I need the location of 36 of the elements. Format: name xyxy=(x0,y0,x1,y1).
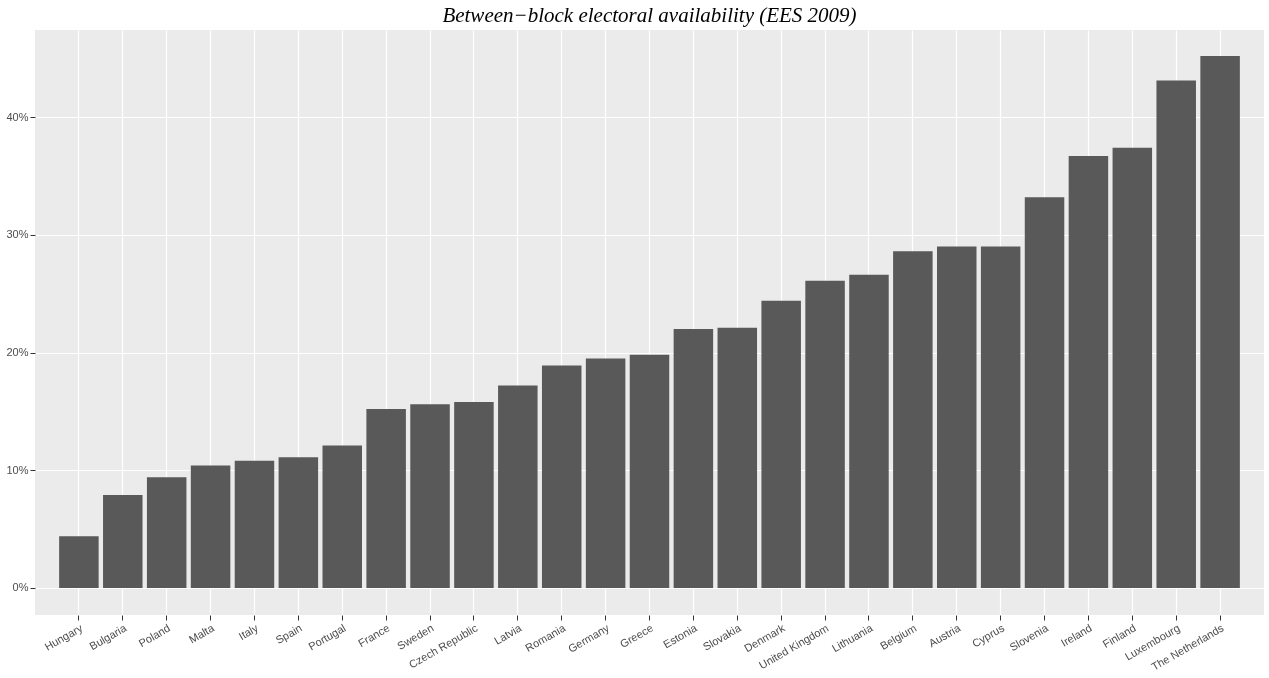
bar xyxy=(980,246,1021,588)
bar xyxy=(1024,197,1065,588)
bar xyxy=(278,457,319,588)
bar xyxy=(629,354,670,588)
bar xyxy=(717,327,758,588)
bar xyxy=(893,251,933,588)
bar xyxy=(1068,155,1109,588)
y-tick-label: 40% xyxy=(6,110,29,123)
bar xyxy=(1156,80,1196,588)
bar xyxy=(366,409,406,588)
bar xyxy=(322,445,362,588)
bar xyxy=(410,404,450,588)
bar xyxy=(673,328,714,588)
bar xyxy=(454,401,494,588)
bar xyxy=(585,358,626,588)
bar xyxy=(541,365,582,588)
bar xyxy=(103,494,143,588)
bar xyxy=(234,460,275,588)
bar xyxy=(937,246,977,588)
bar xyxy=(849,274,889,588)
bar xyxy=(1200,55,1240,588)
y-tick-label: 10% xyxy=(6,463,29,476)
bar xyxy=(146,477,187,588)
bar xyxy=(59,536,99,588)
x-tick-label: Spain xyxy=(273,621,304,647)
y-tick-label: 30% xyxy=(6,228,29,241)
bar xyxy=(1112,147,1153,588)
bar xyxy=(498,385,538,588)
x-tick-label: Malta xyxy=(186,621,217,646)
bar xyxy=(805,280,845,588)
chart-title: Between−block electoral availability (EES 2009) xyxy=(442,3,857,27)
y-tick-label: 20% xyxy=(6,346,29,359)
bar xyxy=(190,465,231,588)
x-tick-label: Italy xyxy=(236,621,261,643)
bar xyxy=(761,300,801,588)
y-tick-label: 0% xyxy=(12,581,29,594)
